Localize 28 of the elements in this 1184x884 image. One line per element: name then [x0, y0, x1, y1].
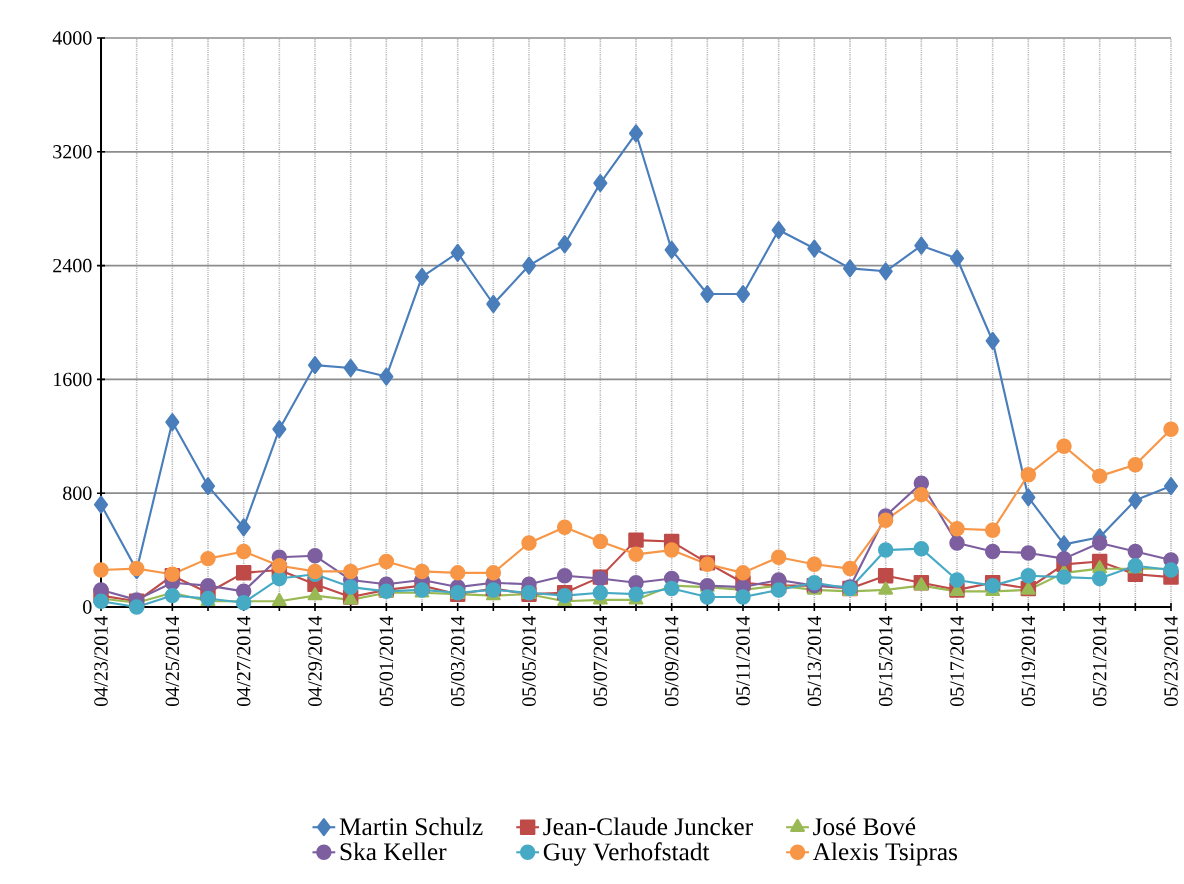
- y-tick-label: 2400: [53, 258, 92, 273]
- x-tick-label: 04/27/2014: [236, 616, 251, 707]
- legend-label: Martin Schulz: [339, 817, 483, 836]
- x-tick-label: 05/03/2014: [450, 616, 465, 707]
- x-tick-label: 05/13/2014: [807, 616, 822, 707]
- x-tick-label: 05/09/2014: [664, 616, 679, 707]
- x-tick-label: 05/21/2014: [1092, 616, 1107, 707]
- x-tick-label: 05/05/2014: [522, 616, 536, 707]
- legend-label: Alexis Tsipras: [812, 842, 958, 866]
- legend-label: Guy Verhofstadt: [543, 842, 710, 866]
- x-tick-label: 04/29/2014: [308, 616, 322, 707]
- x-tick-label: 05/15/2014: [878, 616, 893, 707]
- y-tick-label: 800: [63, 486, 92, 500]
- y-tick-label: 1600: [54, 372, 92, 387]
- x-tick-label: 05/07/2014: [593, 616, 608, 707]
- x-tick-label: 05/01/2014: [379, 616, 394, 707]
- y-tick-label: 3200: [53, 145, 92, 159]
- x-tick-label: 05/23/2014: [1164, 616, 1178, 707]
- x-tick-label: 05/11/2014: [736, 616, 750, 706]
- legend-label: Ska Keller: [340, 842, 447, 861]
- x-tick-label: 04/25/2014: [165, 616, 180, 707]
- x-tick-label: 05/17/2014: [950, 616, 964, 707]
- x-tick-label: 05/19/2014: [1021, 616, 1036, 707]
- y-tick-label: 4000: [52, 31, 92, 45]
- x-tick-label: 04/23/2014: [94, 616, 108, 707]
- legend-label: José Bové: [813, 817, 916, 836]
- legend-label: Jean-Claude Juncker: [543, 817, 753, 836]
- y-tick-label: 0: [83, 600, 92, 614]
